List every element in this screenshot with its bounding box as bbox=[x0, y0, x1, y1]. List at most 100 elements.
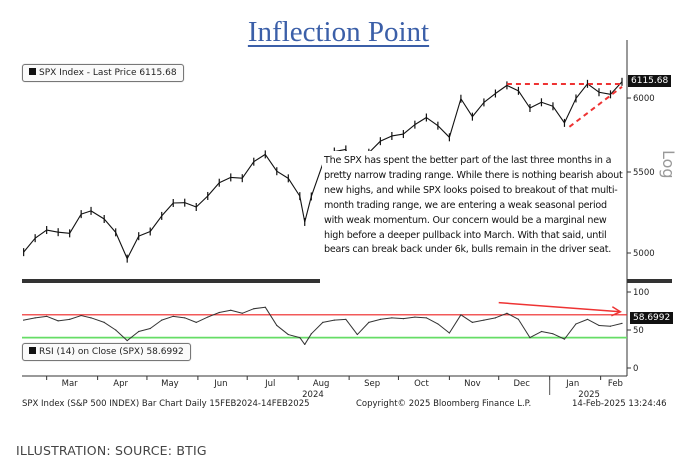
rsi-y-tick-label: 0 bbox=[633, 364, 638, 374]
rsi-point bbox=[586, 318, 589, 320]
rsi-segment bbox=[69, 315, 82, 320]
x-tick-label: Jan bbox=[565, 379, 579, 389]
rsi-segment bbox=[264, 306, 278, 326]
price-segment bbox=[495, 84, 508, 94]
rsi-segment bbox=[472, 319, 485, 323]
rsi-segment bbox=[426, 317, 439, 325]
price-segment bbox=[448, 98, 462, 138]
price-segment bbox=[437, 125, 450, 138]
price-segment bbox=[90, 210, 105, 220]
rsi-segment bbox=[403, 316, 415, 320]
rsi-segment bbox=[304, 333, 312, 345]
rsi-segment bbox=[184, 317, 197, 323]
last-price-tag: 6115.68 bbox=[628, 75, 672, 87]
x-tick-label: Nov bbox=[464, 379, 481, 389]
rsi-point bbox=[483, 319, 485, 321]
rsi-point bbox=[230, 309, 232, 311]
rsi-point bbox=[276, 324, 278, 327]
rsi-point bbox=[207, 316, 209, 318]
rsi-point bbox=[471, 321, 474, 323]
price-segment bbox=[460, 98, 473, 117]
price-segment bbox=[126, 235, 140, 259]
y-tick-label: 6000 bbox=[633, 94, 655, 104]
price-segment bbox=[587, 83, 600, 93]
legend-swatch-icon bbox=[29, 347, 36, 354]
price-segment bbox=[195, 195, 209, 208]
x-tick-label: Apr bbox=[113, 379, 128, 389]
rsi-point bbox=[379, 318, 381, 320]
price-segment bbox=[529, 101, 542, 109]
rsi-point bbox=[552, 333, 554, 335]
price-legend-text: SPX Index - Last Price 6115.68 bbox=[39, 68, 177, 78]
price-segment bbox=[610, 81, 623, 95]
price-segment bbox=[81, 210, 92, 215]
rsi-point bbox=[391, 317, 393, 319]
rsi-segment bbox=[299, 337, 306, 345]
rsi-segment bbox=[23, 317, 36, 321]
rsi-value-tag: 58.6992 bbox=[630, 312, 674, 324]
price-segment bbox=[517, 90, 531, 109]
rsi-point bbox=[540, 330, 543, 333]
arrow-head-icon bbox=[611, 306, 622, 317]
rsi-segment bbox=[541, 331, 554, 335]
rsi-segment bbox=[448, 314, 462, 334]
price-segment bbox=[58, 231, 70, 234]
rsi-point bbox=[253, 308, 255, 310]
rsi-segment bbox=[391, 317, 404, 320]
trendline bbox=[568, 85, 623, 128]
rsi-segment bbox=[207, 312, 220, 318]
rsi-segment bbox=[380, 317, 392, 320]
rsi-point bbox=[402, 318, 404, 320]
rsi-segment bbox=[575, 318, 588, 325]
rsi-point bbox=[241, 312, 243, 314]
year-label: 2025 bbox=[578, 390, 600, 400]
price-segment bbox=[219, 176, 231, 184]
price-segment bbox=[287, 178, 301, 197]
rsi-y-tick-label: 50 bbox=[633, 326, 644, 336]
rsi-segment bbox=[334, 318, 346, 321]
rsi-point bbox=[333, 319, 335, 321]
rsi-segment bbox=[310, 322, 324, 335]
price-segment bbox=[138, 231, 151, 237]
rsi-point bbox=[161, 319, 163, 321]
price-segment bbox=[506, 84, 519, 92]
price-segment bbox=[575, 83, 588, 99]
rsi-segment bbox=[587, 318, 600, 326]
rsi-segment bbox=[90, 317, 105, 323]
rsi-point bbox=[299, 337, 301, 339]
price-segment bbox=[276, 170, 289, 179]
price-segment bbox=[34, 229, 47, 239]
legend-swatch-icon bbox=[29, 68, 36, 75]
rsi-point bbox=[460, 314, 462, 316]
rsi-segment bbox=[219, 309, 231, 314]
rsi-segment bbox=[276, 325, 289, 335]
rsi-segment bbox=[149, 319, 163, 329]
price-segment bbox=[253, 153, 266, 163]
rsi-point bbox=[506, 312, 508, 314]
annotation-text: The SPX has spent the better part of the… bbox=[322, 151, 626, 262]
price-segment bbox=[598, 91, 611, 95]
momentum-arrow bbox=[498, 301, 621, 313]
rsi-point bbox=[69, 318, 71, 320]
rsi-segment bbox=[138, 327, 151, 333]
rsi-segment bbox=[242, 308, 254, 314]
x-tick-label: Mar bbox=[62, 379, 79, 389]
rsi-point bbox=[609, 325, 612, 327]
rsi-point bbox=[448, 332, 450, 334]
price-segment bbox=[380, 135, 393, 142]
rsi-point bbox=[80, 314, 82, 317]
x-tick-label: Oct bbox=[414, 379, 429, 389]
rsi-segment bbox=[506, 312, 519, 320]
footer-timestamp: 14-Feb-2025 13:24:46 bbox=[572, 399, 667, 409]
rsi-point bbox=[138, 330, 140, 333]
rsi-point bbox=[494, 317, 497, 319]
y-tick-label: 5500 bbox=[633, 168, 655, 178]
rsi-point bbox=[529, 337, 531, 339]
price-segment bbox=[414, 117, 427, 126]
chart-title: Inflection Point bbox=[0, 16, 677, 49]
rsi-segment bbox=[161, 315, 174, 321]
rsi-point bbox=[437, 323, 439, 325]
price-segment bbox=[563, 98, 577, 124]
rsi-segment bbox=[552, 333, 565, 340]
